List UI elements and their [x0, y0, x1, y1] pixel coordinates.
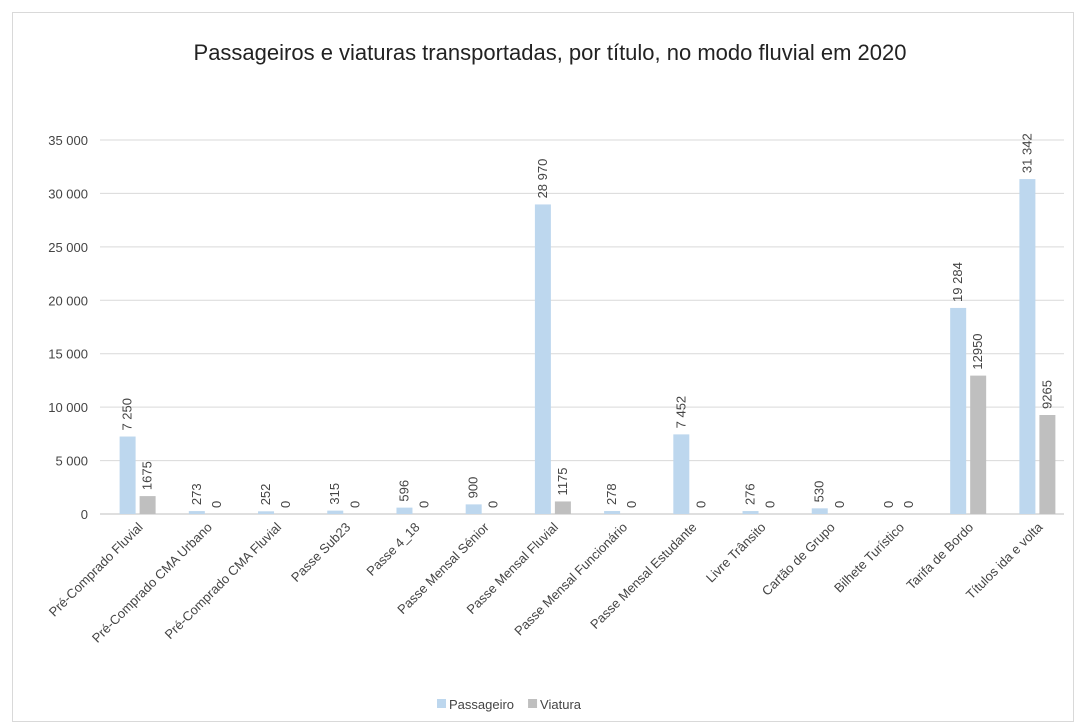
y-tick-label: 10 000 — [48, 400, 88, 415]
bar — [534, 204, 551, 514]
bar — [139, 496, 156, 514]
data-label: 530 — [812, 481, 827, 503]
x-tick-label: Livre Trânsito — [703, 520, 769, 586]
data-label: 596 — [396, 480, 411, 502]
bar — [258, 511, 275, 514]
data-label: 252 — [258, 484, 273, 506]
data-label: 28 970 — [535, 159, 550, 199]
x-tick-label: Passe Mensal Funcionário — [511, 520, 630, 639]
data-label: 278 — [604, 483, 619, 505]
bar — [1039, 414, 1056, 514]
y-tick-label: 0 — [81, 507, 88, 522]
bar — [742, 511, 759, 514]
data-label: 0 — [209, 501, 224, 508]
y-tick-label: 30 000 — [48, 186, 88, 201]
x-tick-label: Passe Sub23 — [288, 520, 353, 585]
data-label: 0 — [881, 501, 896, 508]
bar — [327, 510, 344, 514]
x-tick-label: Pré-Comprado CMA Urbano — [89, 520, 215, 646]
data-label: 31 342 — [1019, 133, 1034, 173]
x-tick-label: Pré-Comprado CMA Fluvial — [162, 519, 285, 642]
chart-title: Passageiros e viaturas transportadas, po… — [193, 40, 907, 65]
data-label: 0 — [693, 501, 708, 508]
bar — [1019, 179, 1036, 514]
data-label: 0 — [416, 501, 431, 508]
bar — [396, 507, 413, 514]
legend-label: Viatura — [540, 697, 582, 712]
bar — [604, 511, 621, 514]
y-tick-label: 35 000 — [48, 133, 88, 148]
data-label: 0 — [486, 501, 501, 508]
data-label: 0 — [763, 501, 778, 508]
legend-swatch — [528, 699, 538, 708]
bar — [811, 508, 828, 514]
bar — [673, 434, 690, 514]
x-tick-label: Cartão de Grupo — [759, 520, 838, 599]
y-tick-label: 5 000 — [55, 454, 88, 469]
y-tick-label: 20 000 — [48, 293, 88, 308]
data-label: 19 284 — [950, 262, 965, 302]
x-tick-label: Títulos ida e volta — [963, 519, 1046, 602]
data-label: 0 — [347, 501, 362, 508]
data-label: 0 — [901, 501, 916, 508]
data-label: 7 452 — [673, 396, 688, 429]
data-label: 273 — [189, 483, 204, 505]
bar — [465, 504, 482, 514]
legend-swatch — [437, 699, 446, 708]
bar — [188, 511, 205, 514]
y-tick-label: 15 000 — [48, 347, 88, 362]
bar — [119, 436, 136, 514]
bar — [554, 501, 571, 514]
data-label: 0 — [624, 501, 639, 508]
data-label: 1675 — [140, 461, 155, 490]
bar — [970, 375, 987, 514]
data-label: 9265 — [1039, 380, 1054, 409]
x-tick-label: Tarifa de Bordo — [903, 520, 976, 593]
data-label: 0 — [832, 501, 847, 508]
data-label: 276 — [743, 483, 758, 505]
data-label: 1175 — [555, 467, 570, 495]
chart-frame — [12, 12, 1074, 722]
y-tick-label: 25 000 — [48, 240, 88, 255]
legend-label: Passageiro — [449, 697, 514, 712]
data-label: 0 — [278, 501, 293, 508]
bar — [950, 307, 967, 514]
data-label: 12950 — [970, 333, 985, 369]
x-tick-label: Passe 4_18 — [363, 520, 422, 579]
data-label: 315 — [327, 483, 342, 505]
x-tick-label: Bilhete Turístico — [831, 520, 907, 596]
data-label: 900 — [466, 477, 481, 499]
data-label: 7 250 — [120, 398, 135, 431]
